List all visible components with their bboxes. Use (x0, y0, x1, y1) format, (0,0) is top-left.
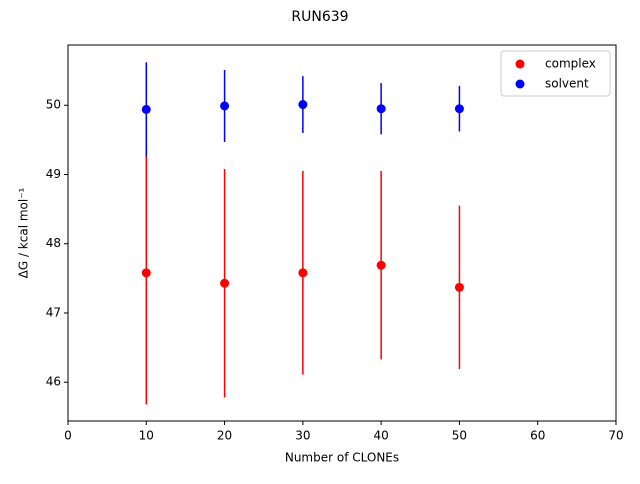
x-tick-label: 70 (608, 429, 623, 443)
legend-marker (515, 79, 525, 89)
point (141, 268, 151, 278)
point (220, 101, 230, 111)
y-tick-label: 46 (46, 375, 61, 389)
y-axis-label: ΔG / kcal mol⁻¹ (17, 187, 31, 278)
y-tick-label: 48 (46, 236, 61, 250)
legend-label: solvent (545, 77, 589, 91)
point (220, 278, 230, 288)
x-tick-label: 40 (374, 429, 389, 443)
x-tick-label: 20 (217, 429, 232, 443)
point (454, 282, 464, 292)
point (298, 268, 308, 278)
legend-label: complex (545, 57, 596, 71)
legend-box (500, 50, 611, 97)
x-tick-label: 50 (452, 429, 467, 443)
x-axis-label: Number of CLONEs (285, 451, 399, 465)
plot-frame (67, 44, 617, 422)
point (376, 104, 386, 114)
point (298, 100, 308, 110)
x-tick-label: 60 (530, 429, 545, 443)
x-tick-label: 10 (139, 429, 154, 443)
legend-marker (515, 59, 525, 69)
y-tick-label: 47 (46, 305, 61, 319)
y-tick-label: 50 (46, 98, 61, 112)
y-tick-label: 49 (46, 167, 61, 181)
chart-title: RUN639 (291, 9, 348, 25)
x-tick-label: 30 (295, 429, 310, 443)
x-tick-label: 0 (64, 429, 72, 443)
point (454, 104, 464, 114)
point (376, 260, 386, 270)
point (141, 104, 151, 114)
